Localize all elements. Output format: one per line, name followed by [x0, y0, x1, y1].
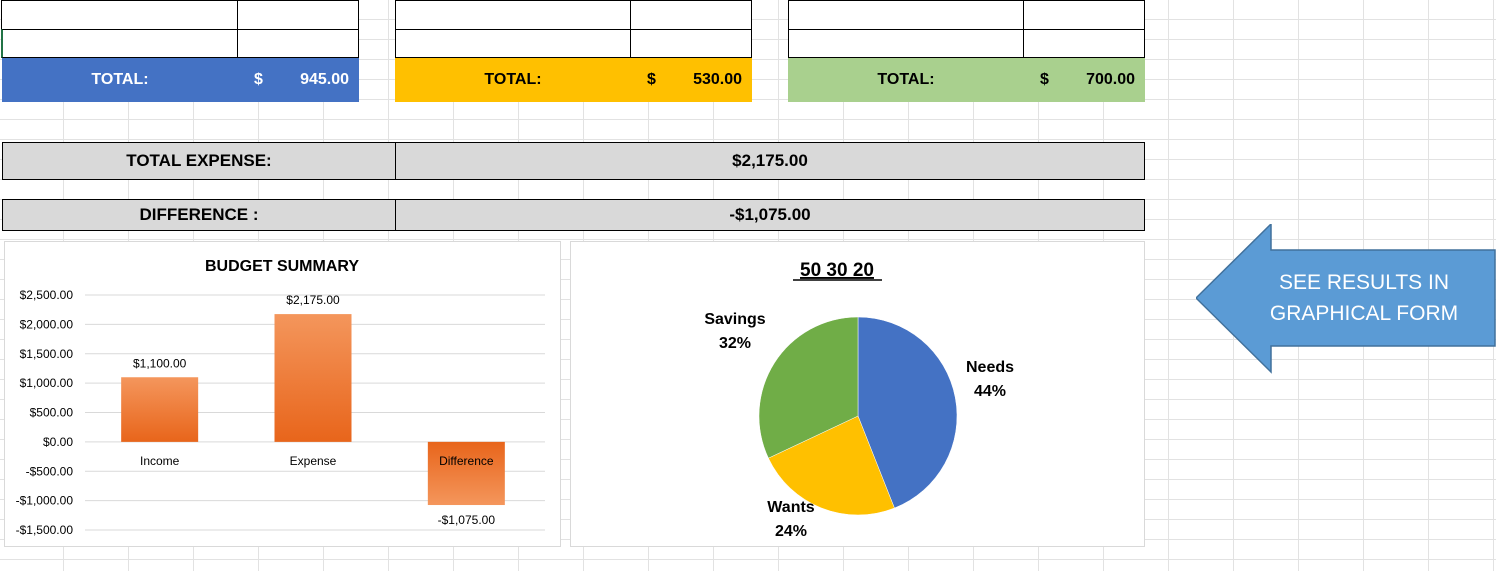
total-label: TOTAL:	[877, 71, 935, 88]
bar-data-label: $2,175.00	[286, 293, 340, 307]
y-tick-label: -$500.00	[26, 464, 74, 478]
bar-data-label: $1,100.00	[133, 356, 187, 370]
income-cell-r2-c1[interactable]	[1, 29, 238, 58]
total-expense-label-text: TOTAL EXPENSE:	[126, 151, 272, 170]
arrow-callout-text: SEE RESULTS IN GRAPHICAL FORM	[1254, 267, 1474, 329]
savings-cell-r2-c1[interactable]	[788, 29, 1024, 58]
difference-value-text: -$1,075.00	[729, 205, 811, 224]
needs-cell-r2-c1[interactable]	[395, 29, 631, 58]
total-label: TOTAL:	[484, 71, 542, 88]
difference-label: DIFFERENCE :	[2, 199, 396, 231]
arrow-line-2: GRAPHICAL FORM	[1269, 302, 1459, 325]
y-tick-label: $1,500.00	[20, 347, 74, 361]
total-amount: 945.00	[300, 71, 349, 88]
total-band-1: TOTAL: $ 945.00	[2, 58, 359, 102]
y-tick-label: $500.00	[30, 406, 74, 420]
savings-cell-r2-c2[interactable]	[1023, 29, 1145, 58]
total-currency: $	[254, 71, 263, 88]
income-cell-r1-c2[interactable]	[237, 0, 359, 30]
y-tick-label: $2,000.00	[20, 317, 74, 331]
needs-cell-r2-c2[interactable]	[630, 29, 752, 58]
difference-value: -$1,075.00	[395, 199, 1145, 231]
needs-cell-r1-c1[interactable]	[395, 0, 631, 30]
pie-percent-label: 44%	[974, 383, 1006, 400]
pie-percent-label: 24%	[775, 523, 807, 540]
pie-category-label: Savings	[704, 311, 765, 328]
total-amount: 700.00	[1086, 71, 1135, 88]
total-expense-value-text: $2,175.00	[732, 151, 808, 170]
y-tick-label: $2,500.00	[20, 288, 74, 302]
x-category-label: Income	[140, 454, 180, 468]
y-tick-label: $0.00	[43, 435, 73, 449]
fifty-thirty-twenty-chart[interactable]: 50 30 20 Needs 44% Wants 24% Savings 32%	[570, 241, 1145, 547]
pie-chart-svg: 50 30 20 Needs 44% Wants 24% Savings 32%	[704, 260, 1014, 540]
arrow-left-icon	[1196, 224, 1496, 374]
bar-chart-svg: BUDGET SUMMARY $2,500.00 $2,000.00 $1,500.…	[16, 258, 545, 537]
arrow-line-1: SEE RESULTS IN	[1279, 271, 1449, 294]
total-band-2: TOTAL: $ 530.00	[395, 58, 752, 102]
pie-percent-label: 32%	[719, 335, 751, 352]
bar-data-label: -$1,075.00	[438, 513, 496, 527]
bar-chart-title: BUDGET SUMMARY	[205, 258, 359, 275]
bar-income[interactable]	[121, 377, 199, 442]
y-tick-label: -$1,500.00	[16, 523, 74, 537]
pie-slice-needs[interactable]	[857, 316, 958, 509]
savings-cell-r1-c1[interactable]	[788, 0, 1024, 30]
see-results-arrow: SEE RESULTS IN GRAPHICAL FORM	[1196, 224, 1496, 374]
x-category-label: Expense	[290, 454, 337, 468]
total-band-3: TOTAL: $ 700.00	[788, 58, 1145, 102]
pie-category-label: Wants	[767, 499, 815, 516]
total-label: TOTAL:	[91, 71, 149, 88]
pie-category-label: Needs	[966, 359, 1014, 376]
total-amount: 530.00	[693, 71, 742, 88]
income-cell-r1-c1[interactable]	[1, 0, 238, 30]
total-currency: $	[1040, 71, 1049, 88]
total-currency: $	[647, 71, 656, 88]
x-category-label: Difference	[439, 454, 494, 468]
total-expense-label: TOTAL EXPENSE:	[2, 142, 396, 180]
needs-cell-r1-c2[interactable]	[630, 0, 752, 30]
y-tick-label: $1,000.00	[20, 376, 74, 390]
difference-label-text: DIFFERENCE :	[139, 205, 259, 224]
pie-slice-savings[interactable]	[758, 316, 859, 459]
pie-chart-title: 50 30 20	[800, 260, 874, 281]
pie-slice-wants[interactable]	[768, 415, 895, 516]
total-expense-value: $2,175.00	[395, 142, 1145, 180]
y-tick-label: -$1,000.00	[16, 494, 74, 508]
savings-cell-r1-c2[interactable]	[1023, 0, 1145, 30]
bar-expense[interactable]	[274, 314, 352, 442]
income-cell-r2-c2[interactable]	[237, 29, 359, 58]
bar-difference[interactable]	[427, 441, 505, 506]
budget-summary-chart[interactable]: BUDGET SUMMARY $2,500.00 $2,000.00 $1,500.…	[4, 241, 561, 547]
